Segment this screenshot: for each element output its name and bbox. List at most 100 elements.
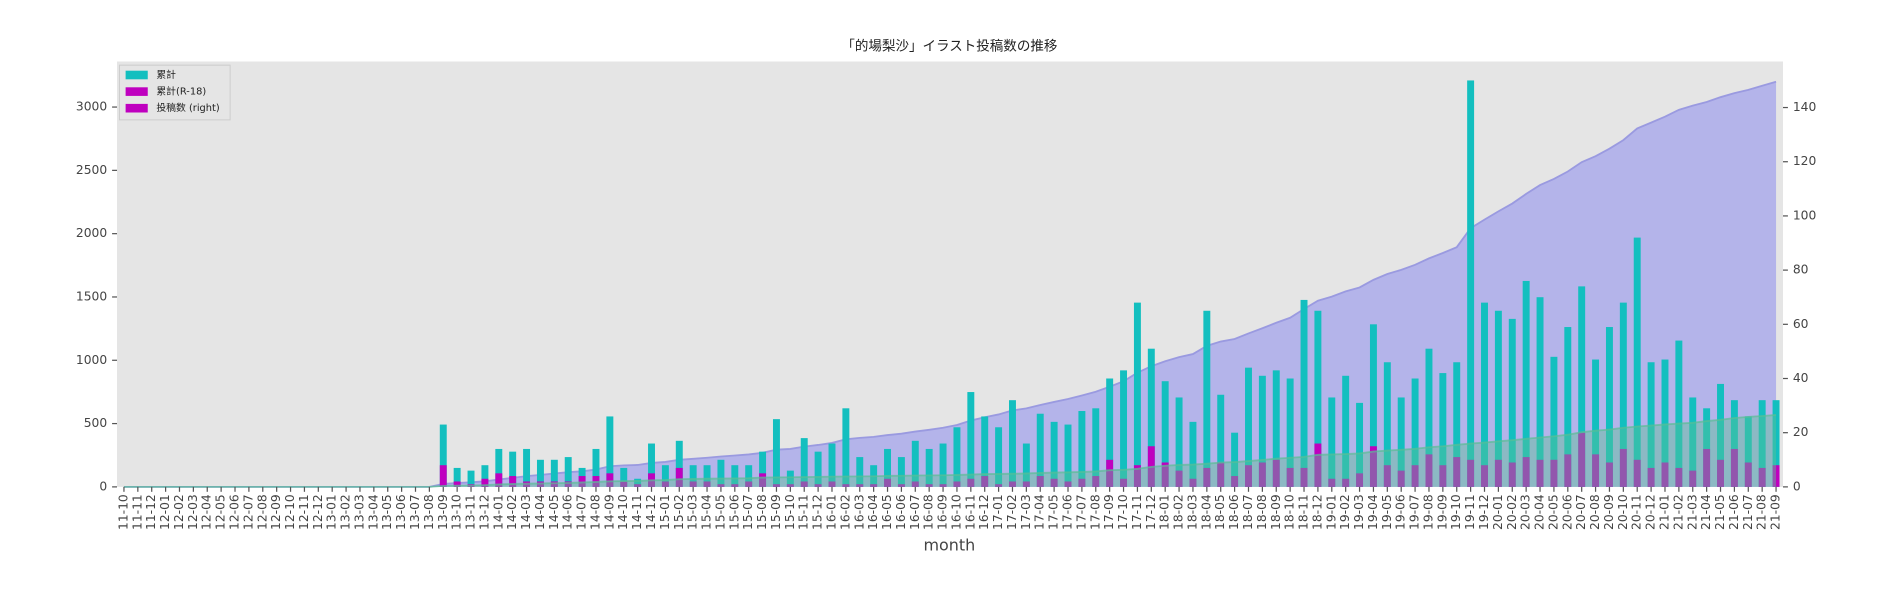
bar	[648, 443, 655, 487]
x-tick-label: 15-10	[783, 494, 797, 530]
bar	[1703, 408, 1711, 487]
bar	[1369, 446, 1377, 487]
y2-tick-label: 80	[1793, 263, 1809, 277]
bar	[1647, 362, 1655, 487]
x-tick-label: 18-01	[1158, 494, 1172, 530]
x-tick-label: 17-08	[1088, 494, 1102, 530]
x-tick-label: 15-01	[658, 494, 672, 530]
bar	[1022, 481, 1030, 487]
bar	[995, 427, 1003, 487]
bar	[1064, 481, 1072, 487]
x-tick-label: 18-12	[1310, 494, 1324, 530]
bar	[1258, 462, 1266, 487]
bar	[1661, 359, 1669, 487]
bar	[495, 448, 503, 487]
x-tick-label: 14-02	[505, 494, 519, 530]
bar	[453, 481, 461, 487]
x-tick-label: 18-06	[1227, 494, 1241, 530]
bar	[1439, 373, 1447, 487]
bar	[1411, 465, 1419, 487]
bar	[1605, 462, 1613, 487]
bar	[1675, 467, 1683, 487]
x-tick-label: 17-05	[1047, 494, 1061, 530]
x-tick-label: 13-06	[394, 494, 408, 530]
bar	[1217, 394, 1225, 487]
bar	[1550, 356, 1558, 487]
x-tick-label: 14-11	[630, 494, 644, 530]
bar	[884, 478, 891, 487]
bar	[620, 467, 628, 487]
x-tick-label: 17-07	[1074, 494, 1088, 530]
x-tick-label: 17-04	[1033, 494, 1047, 530]
bar	[1536, 297, 1544, 487]
x-tick-label: 12-12	[311, 494, 325, 530]
bar	[634, 484, 642, 487]
legend-swatch	[125, 87, 148, 96]
bar	[925, 484, 933, 487]
x-tick-label: 17-01	[991, 494, 1005, 530]
x-tick-label: 13-07	[408, 494, 422, 530]
bar	[1605, 327, 1613, 487]
x-tick-label: 19-08	[1421, 494, 1435, 530]
bar	[1092, 476, 1100, 487]
bar	[1730, 448, 1738, 487]
bar	[675, 440, 683, 487]
x-tick-label: 13-08	[422, 494, 436, 530]
bar	[1383, 465, 1391, 487]
x-tick-label: 13-03	[352, 494, 366, 530]
bar	[509, 451, 517, 487]
bar	[1272, 459, 1280, 487]
y2-tick-label: 20	[1793, 425, 1809, 439]
bar	[939, 484, 947, 487]
x-tick-label: 20-07	[1574, 494, 1588, 530]
legend-label: 投稿数 (right)	[156, 101, 219, 114]
x-tick-label: 20-03	[1519, 494, 1533, 530]
x-tick-label: 12-04	[200, 494, 214, 530]
x-tick-label: 15-08	[755, 494, 769, 530]
y-tick-label: 0	[99, 479, 107, 493]
bar	[1772, 465, 1780, 487]
x-tick-label: 20-06	[1560, 494, 1574, 530]
bar	[495, 473, 503, 487]
bar	[1564, 327, 1572, 487]
x-tick-label: 19-03	[1352, 494, 1366, 530]
bar	[1245, 465, 1252, 487]
bar	[911, 481, 919, 487]
bar	[1133, 302, 1141, 487]
x-tick-label: 16-06	[894, 494, 908, 530]
x-tick-label: 12-11	[297, 494, 311, 530]
bar	[1508, 318, 1516, 487]
x-tick-label: 19-07	[1408, 494, 1422, 530]
bar	[550, 481, 558, 487]
bar	[661, 481, 669, 487]
x-tick-label: 12-02	[172, 494, 186, 530]
bar	[1189, 478, 1197, 487]
bar	[1203, 310, 1211, 487]
bar	[870, 484, 878, 487]
x-tick-label: 11-10	[116, 494, 130, 530]
bar	[842, 408, 850, 487]
bar	[731, 465, 739, 487]
bar	[523, 448, 531, 487]
x-tick-label: 14-04	[533, 494, 547, 530]
bar	[981, 416, 989, 487]
x-tick-label: 15-07	[741, 494, 755, 530]
x-tick-label: 20-04	[1533, 494, 1547, 530]
x-tick-label: 15-04	[700, 494, 714, 530]
bar	[1383, 362, 1391, 487]
x-tick-label: 16-07	[908, 494, 922, 530]
bar	[967, 392, 975, 487]
bar	[759, 451, 767, 487]
y2-tick-label: 40	[1793, 371, 1809, 385]
x-tick-label: 20-09	[1602, 494, 1616, 530]
bar	[745, 465, 753, 487]
bar	[509, 476, 517, 487]
bar	[1592, 454, 1600, 487]
x-tick-label: 13-09	[436, 494, 450, 530]
bar	[1536, 459, 1544, 487]
bar	[1328, 478, 1336, 487]
x-tick-label: 15-02	[672, 494, 686, 530]
bar	[1120, 478, 1128, 487]
bar	[1189, 421, 1197, 487]
